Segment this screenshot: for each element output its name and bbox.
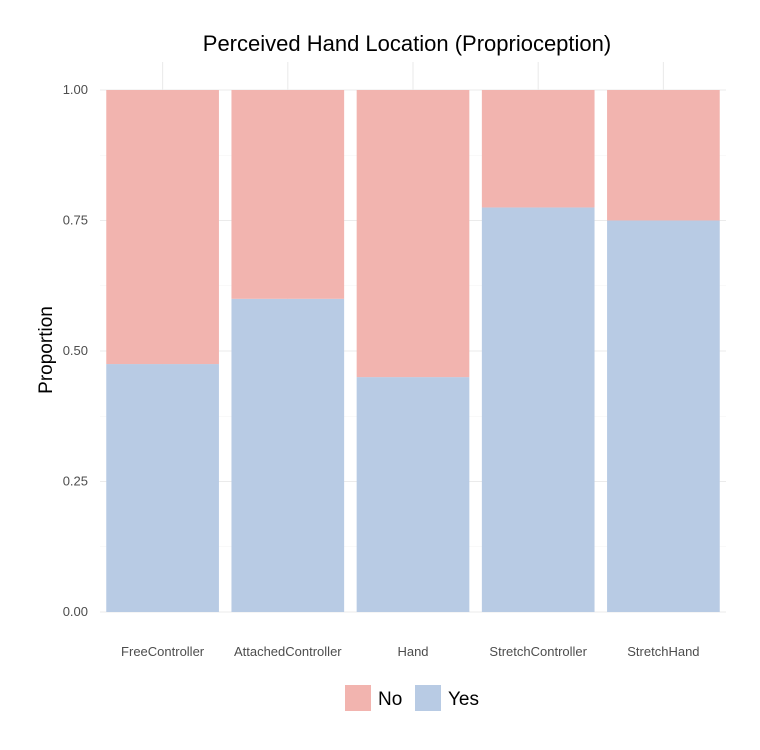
y-tick-label: 0.75 — [63, 213, 88, 228]
bar-no-freecontroller — [106, 90, 219, 365]
bar-no-hand — [356, 90, 470, 378]
y-tick-label: 1.00 — [63, 82, 88, 97]
legend-swatch-no — [345, 685, 371, 711]
bar-yes-stretchhand — [607, 220, 720, 612]
bar-yes-attachedcontroller — [231, 298, 345, 612]
legend-label-yes: Yes — [448, 689, 479, 710]
bar-no-stretchcontroller — [481, 90, 595, 208]
chart-title: Perceived Hand Location (Proprioception) — [203, 31, 611, 56]
y-axis-tick-labels: 0.00 0.25 0.50 0.75 1.00 — [63, 82, 88, 619]
y-tick-label: 0.50 — [63, 343, 88, 358]
legend-swatch-yes — [415, 685, 441, 711]
x-axis-tick-labels: FreeController AttachedController Hand Stre… — [121, 644, 699, 659]
y-axis-title: Proportion — [36, 306, 57, 394]
bars — [106, 90, 720, 612]
x-tick-label: AttachedController — [234, 644, 342, 659]
bar-yes-freecontroller — [106, 364, 219, 612]
y-tick-label: 0.00 — [63, 604, 88, 619]
legend-label-no: No — [378, 689, 402, 710]
bar-yes-stretchcontroller — [481, 207, 595, 612]
x-tick-label: StretchController — [489, 644, 587, 659]
x-tick-label: StretchHand — [627, 644, 699, 659]
y-tick-label: 0.25 — [63, 474, 88, 489]
bar-no-stretchhand — [607, 90, 720, 221]
bar-yes-hand — [356, 377, 470, 612]
bar-no-attachedcontroller — [231, 90, 345, 299]
legend: No Yes — [345, 685, 479, 711]
x-tick-label: Hand — [397, 644, 428, 659]
x-tick-label: FreeController — [121, 644, 205, 659]
